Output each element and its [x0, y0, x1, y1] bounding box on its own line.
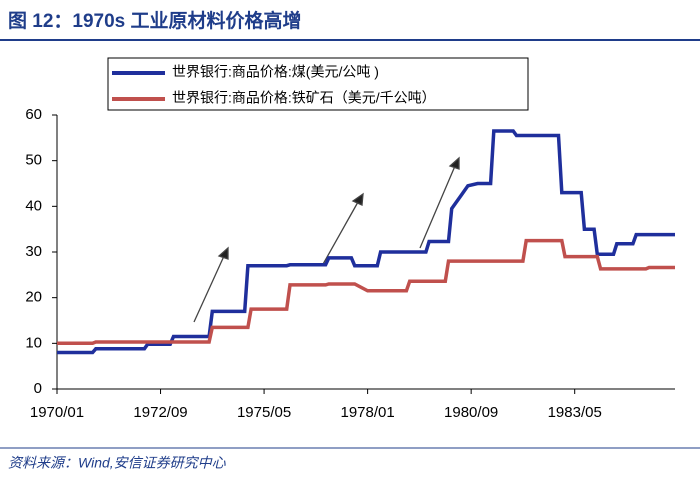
y-tick-label: 40 — [25, 197, 42, 214]
chart-title: 图 12：1970s 工业原材料价格高增 — [8, 9, 302, 32]
y-tick-label: 60 — [25, 106, 42, 123]
legend-box — [107, 57, 529, 111]
source: 资料来源：Wind,安信证券研究中心 — [8, 455, 227, 471]
y-tick-label: 20 — [25, 289, 42, 306]
arrow-head — [351, 192, 364, 206]
arrow-head — [217, 246, 229, 260]
x-tick-label: 1980/09 — [444, 404, 498, 421]
x-tick-label: 1983/05 — [548, 404, 602, 421]
arrow — [321, 201, 359, 267]
legend-label: 世界银行:商品价格:铁矿石（美元/千公吨） — [172, 90, 436, 106]
y-tick-label: 10 — [25, 334, 42, 351]
y-tick-label: 0 — [34, 380, 42, 397]
series-line — [57, 238, 675, 346]
arrow — [193, 255, 225, 323]
x-tick-label: 1975/05 — [237, 404, 291, 421]
y-tick-label: 30 — [25, 243, 42, 260]
arrows — [193, 156, 460, 323]
legend-label: 世界银行:商品价格:煤(美元/公吨 ) — [172, 64, 379, 80]
y-tick-label: 50 — [25, 152, 42, 169]
x-tick-label: 1978/01 — [341, 404, 395, 421]
arrow — [419, 165, 456, 249]
arrow-head — [448, 156, 460, 170]
series-line — [57, 129, 675, 355]
x-tick-label: 1972/09 — [133, 404, 187, 421]
x-tick-label: 1970/01 — [30, 404, 84, 421]
